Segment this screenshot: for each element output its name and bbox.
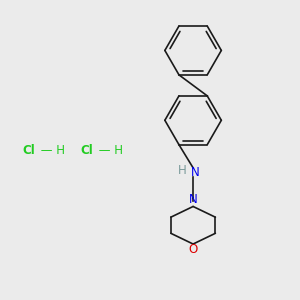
Text: Cl: Cl [81, 143, 94, 157]
Text: — H: — H [95, 143, 123, 157]
Text: N: N [191, 166, 200, 179]
Text: N: N [189, 194, 197, 206]
Text: — H: — H [37, 143, 65, 157]
Text: H: H [177, 164, 186, 177]
Text: O: O [188, 243, 198, 256]
Text: Cl: Cl [23, 143, 36, 157]
